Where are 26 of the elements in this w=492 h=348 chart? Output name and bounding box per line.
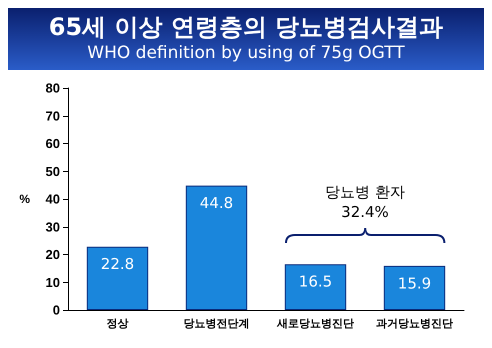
y-tick-label: 80	[46, 80, 60, 96]
data-label: 22.8	[100, 255, 134, 274]
chart-subtitle: WHO definition by using of 75g OGTT	[86, 42, 406, 64]
y-tick-label: 0	[52, 302, 60, 318]
bar	[284, 264, 346, 310]
annotation: 당뇨병 환자	[324, 182, 406, 202]
annotation: 32.4%	[340, 202, 390, 222]
y-tick-label: 60	[46, 136, 60, 151]
data-label: 16.5	[298, 272, 332, 291]
x-tick-label: 새로당뇨병진단	[276, 317, 354, 330]
y-tick-label: 20	[46, 247, 60, 262]
y-tick-label: 10	[46, 274, 60, 290]
x-tick-label: 과거당뇨병진단	[376, 317, 453, 330]
y-tick-label: 70	[46, 108, 60, 124]
bar	[86, 246, 148, 310]
data-label: 44.8	[200, 194, 234, 212]
data-label: 15.9	[398, 274, 432, 292]
bar	[186, 186, 248, 310]
y-tick-label: 40	[46, 192, 60, 206]
x-tick-label: 당뇨병전단계	[184, 317, 250, 330]
x-tick-label: 정상	[106, 317, 128, 330]
y-tick-label: 50	[46, 164, 60, 179]
y-axis-title: %	[19, 192, 30, 206]
chart-title: 65세 이상 연령층의 당뇨병검사결과	[48, 12, 444, 42]
bar	[384, 266, 446, 310]
y-tick-label: 30	[46, 219, 60, 234]
